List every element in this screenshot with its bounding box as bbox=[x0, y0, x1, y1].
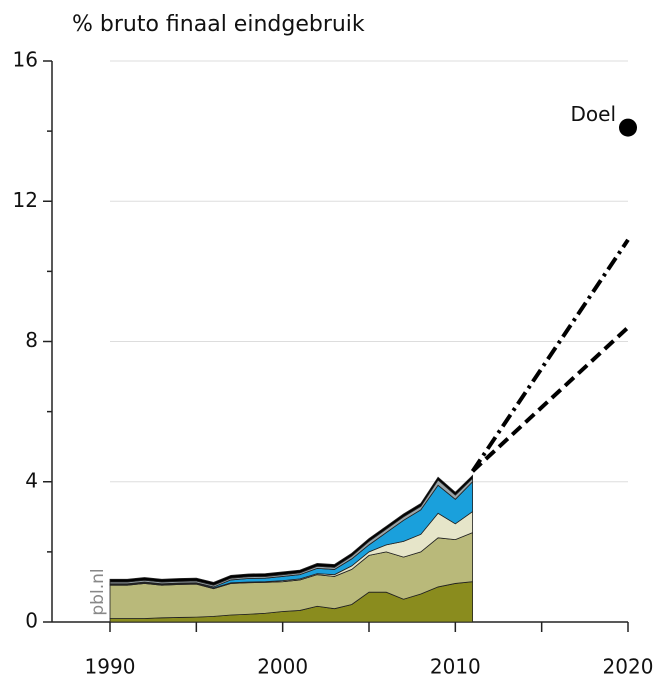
projection-line bbox=[470, 238, 630, 473]
area-layer bbox=[109, 474, 473, 586]
projection-line bbox=[471, 326, 630, 473]
x-tick-label: 2020 bbox=[603, 655, 654, 679]
annotation-label: Doel bbox=[571, 102, 617, 126]
y-tick-label: 16 bbox=[13, 48, 38, 72]
y-tick-label: 4 bbox=[25, 468, 38, 492]
y-tick-label: 12 bbox=[13, 188, 38, 212]
chart-title: % bruto finaal eindgebruik bbox=[72, 12, 365, 37]
y-tick-label: 8 bbox=[25, 328, 38, 352]
y-tick-label: 0 bbox=[25, 609, 38, 633]
watermark: pbl.nl bbox=[88, 568, 108, 615]
x-tick-label: 2000 bbox=[257, 655, 308, 679]
x-tick-label: 2010 bbox=[430, 655, 481, 679]
target-point bbox=[619, 118, 637, 137]
x-tick-label: 1990 bbox=[85, 655, 136, 679]
